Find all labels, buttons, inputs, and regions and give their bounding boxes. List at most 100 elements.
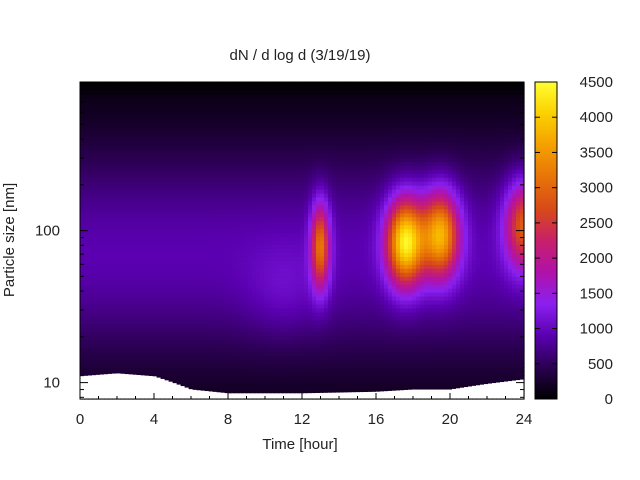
- heatmap-cell: [240, 355, 245, 360]
- heatmap-cell: [184, 208, 189, 214]
- heatmap-cell: [272, 236, 277, 242]
- heatmap-cell: [144, 232, 149, 238]
- heatmap-cell: [312, 331, 317, 337]
- heatmap-cell: [248, 165, 253, 170]
- heatmap-cell: [304, 85, 309, 91]
- heatmap-cell: [148, 200, 153, 206]
- heatmap-cell: [248, 355, 253, 360]
- heatmap-cell: [192, 292, 197, 297]
- heatmap-cell: [80, 256, 85, 261]
- heatmap-cell: [208, 299, 213, 305]
- heatmap-cell: [136, 351, 141, 357]
- heatmap-cell: [108, 113, 113, 119]
- heatmap-cell: [148, 295, 153, 301]
- heatmap-cell: [320, 232, 325, 238]
- heatmap-cell: [112, 141, 117, 146]
- heatmap-cell: [308, 105, 313, 111]
- heatmap-cell: [100, 280, 105, 285]
- heatmap-cell: [312, 212, 317, 218]
- heatmap-cell: [216, 268, 221, 273]
- heatmap-cell: [140, 335, 145, 341]
- heatmap-cell: [288, 181, 293, 186]
- heatmap-cell: [252, 268, 257, 273]
- heatmap-cell: [176, 339, 181, 345]
- heatmap-cell: [304, 200, 309, 206]
- heatmap-cell: [232, 157, 237, 162]
- heatmap-cell: [180, 133, 185, 139]
- heatmap-cell: [268, 89, 273, 95]
- heatmap-cell: [272, 105, 277, 111]
- heatmap-cell: [320, 173, 325, 178]
- heatmap-cell: [208, 85, 213, 91]
- heatmap-cell: [276, 323, 281, 329]
- heatmap-cell: [200, 347, 205, 353]
- heatmap-cell: [96, 109, 101, 115]
- heatmap-cell: [324, 335, 329, 341]
- heatmap-cell: [204, 299, 209, 305]
- heatmap-cell: [132, 347, 137, 353]
- heatmap-cell: [124, 113, 129, 119]
- heatmap-cell: [244, 125, 249, 131]
- heatmap-cell: [112, 105, 117, 111]
- heatmap-cell: [324, 351, 329, 357]
- heatmap-cell: [248, 85, 253, 91]
- heatmap-cell: [220, 89, 225, 95]
- heatmap-cell: [108, 89, 113, 95]
- heatmap-cell: [304, 303, 309, 309]
- heatmap-cell: [320, 165, 325, 170]
- heatmap-cell: [320, 323, 325, 329]
- heatmap-cell: [160, 244, 165, 250]
- heatmap-cell: [184, 224, 189, 230]
- heatmap-cell: [236, 379, 241, 384]
- heatmap-cell: [292, 149, 297, 154]
- heatmap-cell: [144, 185, 149, 190]
- heatmap-cell: [140, 220, 145, 226]
- heatmap-cell: [120, 109, 125, 115]
- heatmap-cell: [168, 216, 173, 222]
- heatmap-cell: [96, 200, 101, 206]
- heatmap-cell: [208, 260, 213, 265]
- heatmap-cell: [160, 367, 165, 372]
- heatmap-cell: [192, 133, 197, 139]
- heatmap-cell: [132, 343, 137, 349]
- heatmap-cell: [248, 200, 253, 206]
- heatmap-cell: [312, 252, 317, 257]
- heatmap-cell: [308, 212, 313, 218]
- heatmap-cell: [180, 141, 185, 146]
- heatmap-cell: [100, 169, 105, 174]
- heatmap-cell: [188, 153, 193, 158]
- heatmap-cell: [228, 272, 233, 277]
- heatmap-cell: [276, 248, 281, 253]
- heatmap-cell: [264, 256, 269, 261]
- heatmap-cell: [140, 264, 145, 269]
- heatmap-cell: [312, 260, 317, 265]
- heatmap-cell: [96, 165, 101, 170]
- heatmap-cell: [260, 359, 265, 364]
- heatmap-cell: [288, 339, 293, 345]
- heatmap-cell: [140, 224, 145, 230]
- heatmap-cell: [208, 161, 213, 166]
- heatmap-cell: [304, 284, 309, 289]
- heatmap-cell: [208, 276, 213, 281]
- heatmap-cell: [276, 161, 281, 166]
- heatmap-cell: [252, 339, 257, 345]
- heatmap-cell: [196, 208, 201, 214]
- heatmap-cell: [292, 276, 297, 281]
- heatmap-cell: [284, 149, 289, 154]
- heatmap-cell: [164, 272, 169, 277]
- heatmap-cell: [208, 351, 213, 357]
- heatmap-cell: [212, 181, 217, 186]
- heatmap-cell: [320, 379, 325, 384]
- heatmap-cell: [156, 232, 161, 238]
- heatmap-cell: [232, 208, 237, 214]
- heatmap-cell: [212, 256, 217, 261]
- heatmap-cell: [164, 260, 169, 265]
- heatmap-cell: [192, 264, 197, 269]
- heatmap-cell: [172, 248, 177, 253]
- heatmap-cell: [188, 133, 193, 139]
- heatmap-cell: [196, 264, 201, 269]
- heatmap-cell: [84, 323, 89, 329]
- heatmap-cell: [252, 295, 257, 301]
- heatmap-cell: [184, 339, 189, 345]
- heatmap-cell: [148, 319, 153, 325]
